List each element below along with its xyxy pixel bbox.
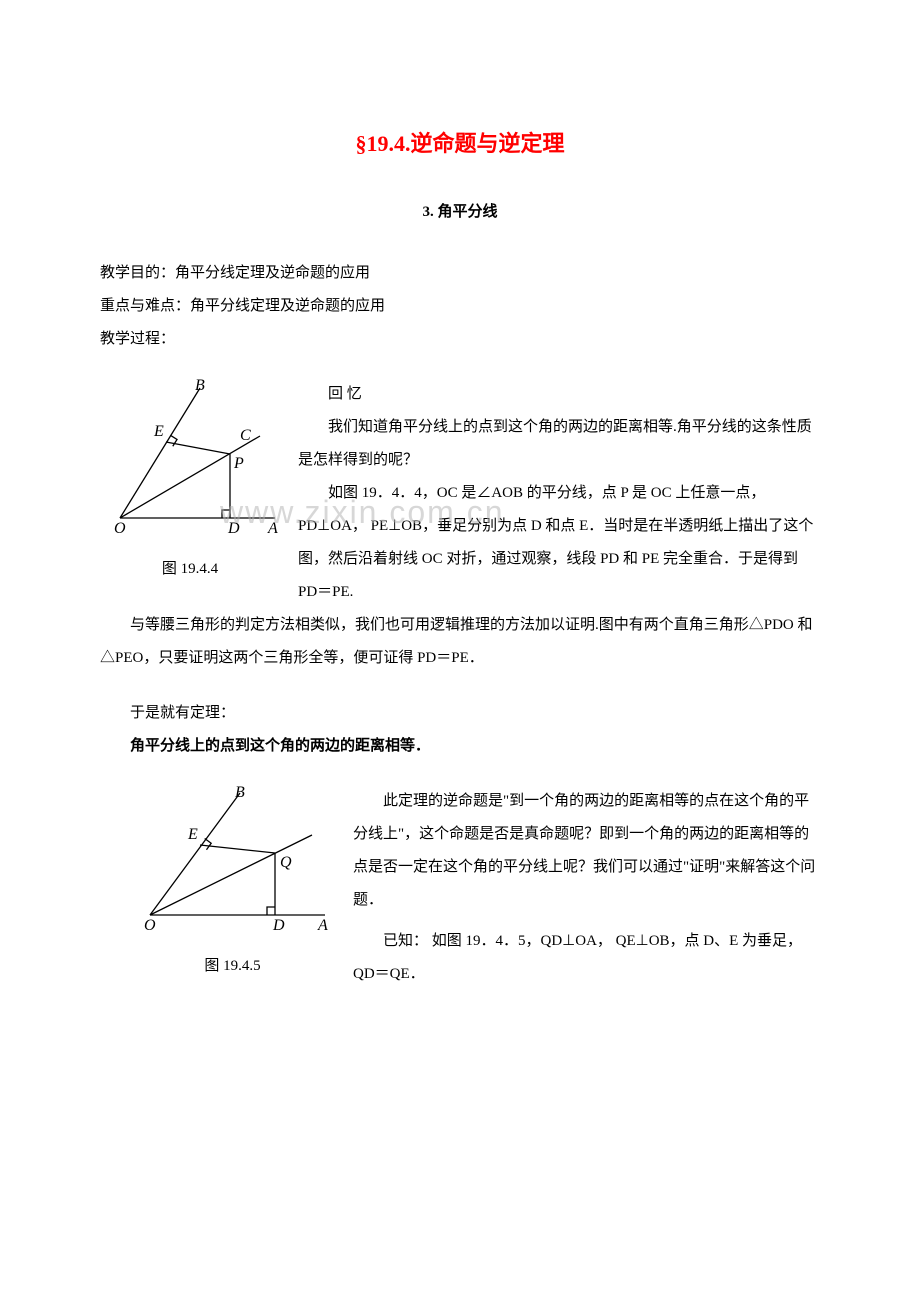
para-proof: 与等腰三角形的判定方法相类似，我们也可用逻辑推理的方法加以证明.图中有两个直角三… — [100, 609, 820, 675]
angle-bisector-diagram-q: O A D B E Q — [130, 785, 335, 935]
converse-block: O A D B E Q 图 19.4.5 此定理的逆命题是"到一个角的两边的距离… — [100, 785, 820, 991]
para-recall-2: 如图 19．4．4，OC 是∠AOB 的平分线，点 P 是 OC 上任意一点，P… — [100, 477, 820, 609]
label-E2: E — [187, 826, 198, 843]
page-title: §19.4.逆命题与逆定理 — [100, 120, 820, 168]
label-E: E — [153, 423, 164, 440]
figure-19-4-5-caption: 图 19.4.5 — [130, 950, 335, 983]
label-B2: B — [235, 785, 245, 801]
label-O2: O — [144, 917, 156, 934]
page-subtitle: 3. 角平分线 — [100, 196, 820, 229]
teaching-aim: 教学目的：角平分线定理及逆命题的应用 — [100, 257, 820, 290]
para-theorem-intro: 于是就有定理： — [100, 697, 820, 730]
figure-19-4-5: O A D B E Q 图 19.4.5 — [130, 785, 335, 983]
recall-block: O A D B E C P 图 19.4.4 回 忆 我们知道角平分线上的点到这… — [100, 378, 820, 609]
theorem-text: 角平分线上的点到这个角的两边的距离相等． — [100, 730, 820, 763]
label-A2: A — [317, 917, 328, 934]
label-D2: D — [272, 917, 285, 934]
label-P: P — [233, 455, 244, 472]
teaching-process: 教学过程： — [100, 323, 820, 356]
label-B: B — [195, 378, 205, 394]
key-difficulty: 重点与难点：角平分线定理及逆命题的应用 — [100, 290, 820, 323]
label-C: C — [240, 427, 251, 444]
label-Q2: Q — [280, 854, 292, 871]
